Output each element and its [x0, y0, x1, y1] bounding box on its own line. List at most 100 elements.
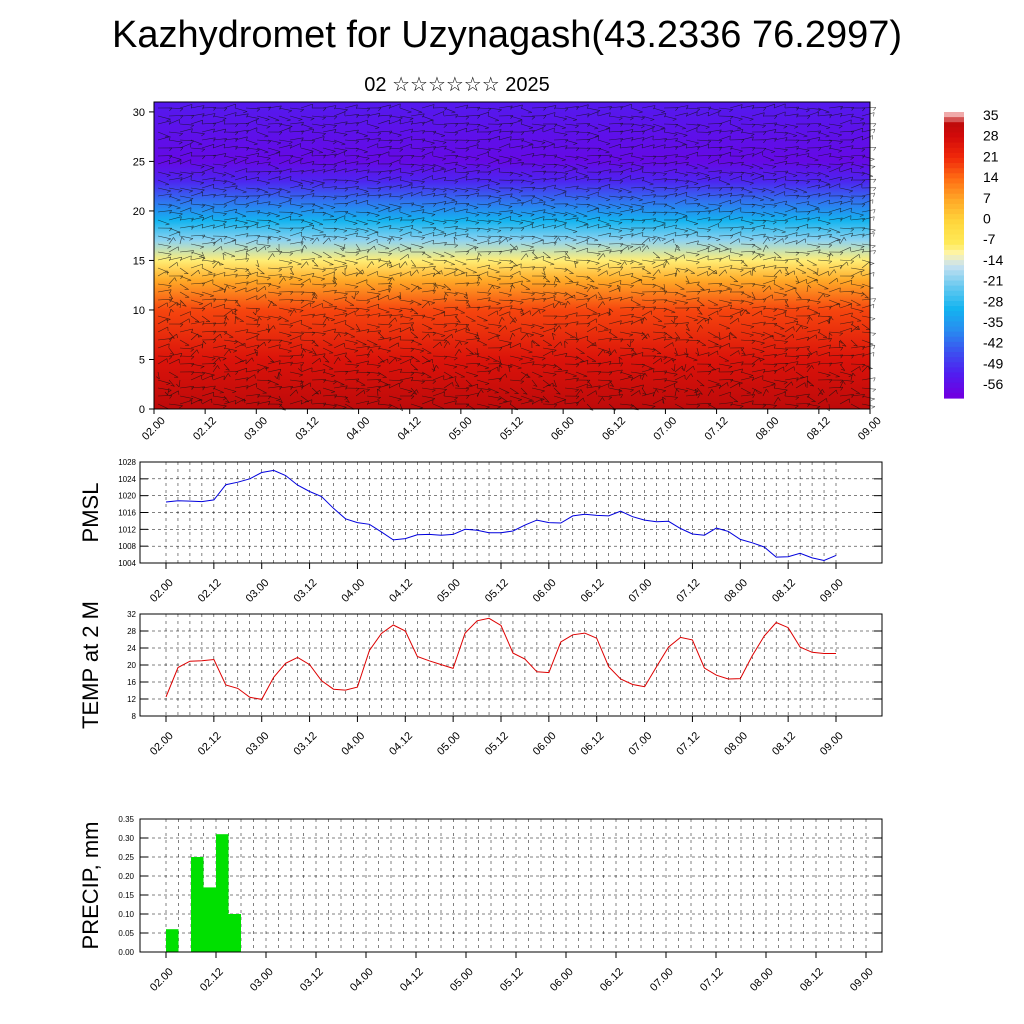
colorbar-label: -42: [983, 335, 1003, 351]
colorbar-cell: [944, 367, 964, 374]
y-tick-label: 20: [133, 206, 145, 218]
colorbar-cell: [944, 117, 964, 123]
y-tick-label: 1020: [118, 492, 136, 501]
y-tick-label: 0.35: [118, 815, 134, 824]
x-tick-label: 07.12: [674, 577, 702, 605]
colorbar-cell: [944, 157, 964, 164]
colorbar-cell: [944, 357, 964, 363]
x-tick-label: 02.12: [196, 730, 224, 758]
temp-line: [165, 617, 836, 700]
precip-bar: [203, 887, 216, 952]
x-tick-label: 02.00: [148, 966, 176, 994]
colorbar-cell: [944, 137, 964, 144]
wind-barbs: [156, 103, 877, 412]
x-tick-label: 02.12: [196, 577, 224, 605]
colorbar-cell: [944, 229, 964, 236]
precip-bar: [191, 857, 204, 952]
x-tick-label: 06.12: [579, 730, 607, 758]
x-tick-label: 06.12: [598, 966, 626, 994]
x-tick-label: 09.00: [818, 730, 846, 758]
colorbar-cell: [944, 352, 964, 358]
y-tick-label: 0.20: [118, 872, 134, 881]
x-tick-label: 09.00: [856, 415, 884, 443]
y-tick-label: 8: [132, 712, 137, 721]
colorbar-cell: [944, 336, 964, 343]
x-tick-label: 03.12: [291, 577, 319, 605]
colorbar-cell: [944, 173, 964, 179]
colorbar-cell: [944, 377, 964, 384]
colorbar-cell: [944, 249, 964, 256]
y-tick-label: 20: [127, 661, 136, 670]
y-tick-label: 15: [133, 255, 145, 267]
x-tick-label: 03.12: [291, 730, 319, 758]
colorbar-cell: [944, 244, 964, 251]
pmsl-frame: [139, 461, 883, 564]
colorbar-cell: [944, 387, 964, 394]
colorbar-cell: [944, 280, 964, 287]
y-tick-label: 12: [127, 695, 136, 704]
page-subtitle: 02 ☆☆☆☆☆☆ 2025: [364, 74, 550, 96]
x-tick-label: 05.00: [435, 730, 463, 758]
colorbar-cell: [944, 193, 964, 200]
pmsl-chart: 1004 1008 1012 1016 1020 1024 1028 02.00 02.12 03…: [78, 458, 883, 605]
colorbar-label: -56: [983, 376, 1003, 392]
page-title: Kazhydromet for Uzynagash(43.2336 76.299…: [111, 14, 903, 56]
colorbar-cell: [944, 168, 964, 174]
x-tick-label: 08.12: [805, 415, 833, 443]
precip-bar: [228, 914, 241, 952]
x-tick-label: 04.00: [339, 577, 367, 605]
x-tick-label: 07.12: [702, 415, 730, 443]
x-tick-label: 02.12: [191, 415, 219, 443]
colorbar-cell: [944, 362, 964, 368]
x-tick-label: 07.00: [626, 577, 654, 605]
colorbar-cell: [944, 372, 964, 379]
y-tick-label: 1008: [118, 542, 136, 551]
colorbar-cell: [944, 214, 964, 220]
colorbar-label: 35: [983, 107, 999, 123]
x-tick-label: 02.00: [148, 730, 176, 758]
y-tick-label: 16: [127, 678, 136, 687]
x-tick-label: 04.12: [387, 577, 415, 605]
colorbar-label: -35: [983, 314, 1003, 330]
x-tick-label: 03.00: [248, 966, 276, 994]
x-tick-label: 07.00: [626, 730, 654, 758]
colorbar-cell: [944, 224, 964, 231]
x-tick-label: 05.00: [448, 966, 476, 994]
y-tick-label: 0.00: [118, 948, 134, 957]
x-tick-label: 09.00: [818, 577, 846, 605]
x-tick-label: 03.00: [244, 730, 272, 758]
colorbar-cell: [944, 260, 964, 266]
x-tick-label: 04.00: [339, 730, 367, 758]
colorbar-label: -21: [983, 273, 1003, 289]
x-tick-label: 07.00: [648, 966, 676, 994]
precip-frame: [139, 818, 883, 953]
temperature-field: [154, 102, 870, 409]
y-tick-label: 28: [127, 627, 136, 636]
temperature-colorbar: 35 28 21 14 7 0 -7 -14 -21 -28 -35 -42 -49 -56: [944, 107, 1003, 399]
colorbar-cell: [944, 152, 964, 159]
x-tick-label: 06.12: [600, 415, 628, 443]
colorbar-cell: [944, 234, 964, 241]
colorbar-cell: [944, 382, 964, 389]
temperature-chart: 8 12 16 20 24 28 32 02.00 02.12 03.00 03.12 04.00 04…: [78, 601, 883, 758]
colorbar-cell: [944, 295, 964, 302]
x-tick-label: 05.12: [498, 966, 526, 994]
colorbar-cell: [944, 183, 964, 190]
precip-bar: [166, 929, 179, 952]
x-tick-label: 05.12: [498, 415, 526, 443]
x-tick-label: 08.12: [798, 966, 826, 994]
x-tick-label: 05.00: [447, 415, 475, 443]
y-tick-label: 30: [133, 107, 145, 119]
colorbar-cell: [944, 290, 964, 297]
colorbar-cell: [944, 321, 964, 328]
temp-axis-title: TEMP at 2 M: [78, 601, 103, 729]
y-tick-label: 1016: [118, 509, 136, 518]
x-tick-label: 02.00: [148, 577, 176, 605]
colorbar-cell: [944, 142, 964, 149]
x-tick-label: 03.00: [242, 415, 270, 443]
pmsl-line: [165, 469, 837, 562]
colorbar-cell: [944, 265, 964, 271]
colorbar-cell: [944, 255, 964, 261]
y-tick-label: 5: [139, 354, 145, 366]
x-tick-label: 04.12: [396, 415, 424, 443]
